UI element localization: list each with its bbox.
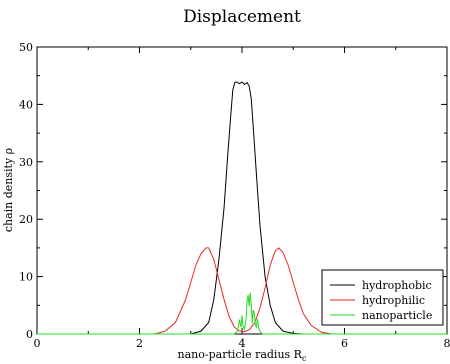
x-tick-label: 8 (444, 337, 450, 350)
series-layer (37, 81, 447, 335)
x-axis-label-main: nano-particle radius R (178, 348, 303, 361)
series-line-hydrophobic (37, 81, 447, 335)
y-tick-label: 40 (19, 98, 33, 111)
chart-title: Displacement (183, 7, 301, 27)
legend-label-hydrophobic: hydrophobic (362, 279, 432, 292)
y-axis-label: chain density ρ (2, 148, 15, 232)
x-axis-label-subscript: c (302, 354, 307, 363)
x-axis-label: nano-particle radius Rc (178, 348, 307, 363)
y-axis: 0 10 20 30 40 50 (19, 41, 447, 341)
y-tick-label: 30 (19, 156, 33, 169)
series-line-nanoparticle (37, 292, 447, 335)
y-tick-label: 0 (26, 328, 33, 341)
legend-label-hydrophilic: hydrophilic (362, 294, 425, 307)
x-tick-label: 6 (341, 337, 348, 350)
series-line-hydrophilic (37, 247, 447, 335)
y-tick-label: 10 (19, 271, 33, 284)
x-tick-label: 4 (239, 337, 246, 350)
y-tick-label: 50 (19, 41, 33, 54)
legend-label-nanoparticle: nanoparticle (362, 309, 432, 322)
x-tick-label: 0 (34, 337, 41, 350)
legend-box (321, 269, 444, 326)
legend: hydrophobic hydrophilic nanoparticle (321, 269, 444, 326)
y-tick-label: 20 (19, 213, 33, 226)
x-tick-label: 2 (136, 337, 143, 350)
